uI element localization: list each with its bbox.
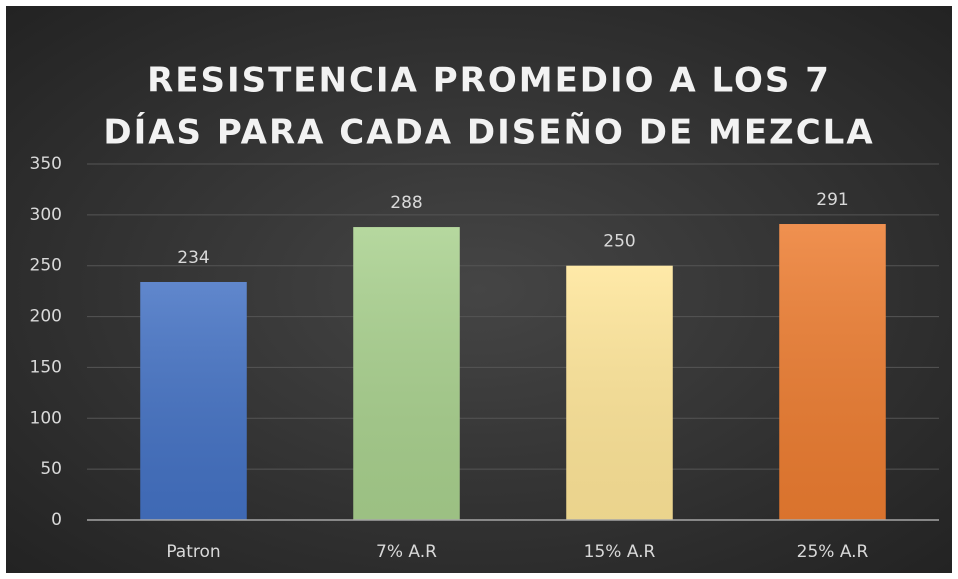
x-tick-label: 7% A.R: [376, 542, 437, 562]
bar-shade: [779, 224, 886, 521]
x-tick-label: 25% A.R: [797, 542, 869, 562]
x-tick-label: Patron: [166, 542, 220, 562]
y-tick-label: 150: [30, 357, 62, 377]
y-tick-label: 100: [30, 408, 62, 428]
y-tick-label: 300: [30, 205, 62, 225]
x-tick-label: 15% A.R: [584, 542, 656, 562]
data-label: 291: [816, 190, 848, 210]
bar-shade: [140, 281, 247, 520]
bar-shade: [353, 227, 460, 520]
data-label: 288: [390, 193, 422, 213]
y-tick-label: 0: [51, 510, 62, 530]
data-label: 234: [177, 248, 209, 268]
y-tick-label: 50: [40, 459, 62, 479]
y-tick-label: 250: [30, 256, 62, 276]
chart-title: DÍAS PARA CADA DISEÑO DE MEZCLA: [103, 112, 874, 153]
bar-shade: [566, 265, 673, 520]
chart-title: RESISTENCIA PROMEDIO A LOS 7: [147, 61, 831, 101]
y-tick-label: 200: [30, 307, 62, 327]
y-tick-label: 350: [30, 154, 62, 174]
data-label: 250: [603, 232, 635, 252]
